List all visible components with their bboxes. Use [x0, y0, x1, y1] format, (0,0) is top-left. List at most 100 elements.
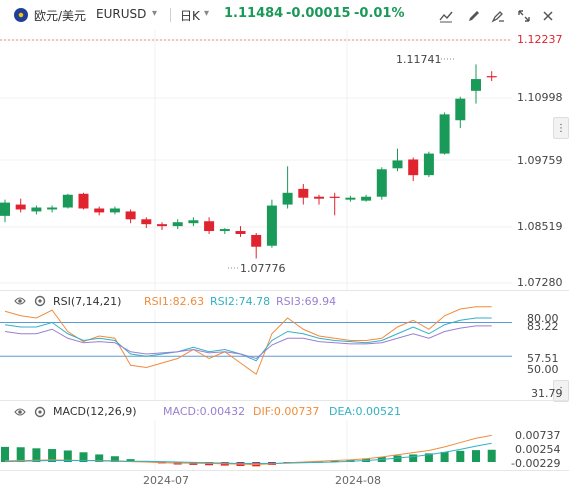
- candle-body: [172, 222, 183, 227]
- candle-body: [392, 160, 403, 169]
- header-divider: [170, 8, 171, 22]
- candle-body: [157, 224, 167, 227]
- rsi-panel-plot: [0, 306, 512, 376]
- fullscreen-icon[interactable]: [514, 6, 534, 26]
- draw-tool-icon[interactable]: [464, 6, 484, 26]
- candle-body: [329, 196, 340, 198]
- macd-axis-label: -0.00229: [511, 457, 561, 470]
- macd-bar: [424, 453, 433, 462]
- price-axis-label: 1.10998: [517, 91, 563, 104]
- candle-body: [376, 169, 387, 197]
- rsi-axis-label: 83.22: [527, 320, 559, 333]
- candle-body: [471, 79, 481, 91]
- candle-body: [439, 114, 450, 154]
- macd-panel-plot: [1, 434, 496, 467]
- candle-body: [266, 205, 277, 246]
- high-price-marker: 1.11741: [396, 53, 442, 66]
- candle-body: [486, 76, 497, 78]
- rsi3-line: [4, 325, 492, 360]
- rsi-axis-label: 31.79: [531, 387, 563, 400]
- chart-grid: [0, 30, 512, 470]
- macd-bar: [456, 450, 465, 462]
- candle-body: [314, 196, 324, 199]
- candle-body: [141, 219, 152, 225]
- settings-gear-icon[interactable]: [34, 295, 46, 307]
- candle-body: [408, 159, 419, 176]
- current-price: 1.11484: [224, 6, 284, 21]
- candle-body: [282, 192, 293, 205]
- candle-body: [94, 208, 105, 213]
- macd-bar: [110, 456, 119, 462]
- dif-value: DIF:0.00737: [253, 405, 320, 418]
- price-axis-label: 1.07280: [517, 276, 563, 289]
- close-icon[interactable]: [538, 6, 558, 26]
- candle-body: [15, 204, 26, 210]
- macd-title: MACD(12,26,9): [53, 405, 137, 418]
- price-axis-label: 1.08519: [517, 220, 563, 233]
- macd-bar: [95, 454, 104, 462]
- macd-bar: [472, 450, 480, 462]
- candle-body: [361, 196, 372, 201]
- macd-value: MACD:0.00432: [163, 405, 246, 418]
- macd-bar: [409, 454, 418, 462]
- candle-body: [219, 229, 230, 232]
- macd-axis-label: 0.00737: [515, 429, 561, 442]
- candle-body: [0, 202, 10, 216]
- macd-bar: [346, 459, 355, 462]
- period-dropdown-chevron-icon[interactable]: ▾: [204, 8, 210, 19]
- rsi1-line: [4, 306, 492, 376]
- rsi2-line: [4, 317, 492, 362]
- candlestick-series: [0, 58, 497, 269]
- macd-bar: [126, 459, 135, 462]
- price-axis-label: 1.09759: [517, 154, 563, 167]
- candle-body: [78, 193, 89, 209]
- candle-body: [47, 207, 58, 210]
- symbol-code[interactable]: EURUSD: [96, 7, 147, 21]
- candle-body: [251, 234, 262, 247]
- candle-body: [345, 197, 356, 200]
- macd-bar: [393, 455, 402, 462]
- macd-bar: [440, 451, 449, 462]
- candle-body: [31, 207, 42, 212]
- rsi-axis-label: 50.00: [527, 363, 559, 376]
- indicator-icon[interactable]: [436, 6, 456, 26]
- rsi-axis-label: 57.51: [527, 352, 559, 365]
- eye-icon[interactable]: [14, 295, 26, 307]
- rsi1-value: RSI1:82.63: [144, 295, 205, 308]
- eu-us-flag-icon: [14, 8, 28, 22]
- dea-value: DEA:0.00521: [329, 405, 401, 418]
- eye-icon[interactable]: [14, 406, 26, 418]
- candle-body: [109, 208, 120, 213]
- macd-axis-label: 0.00254: [515, 443, 561, 456]
- settings-gear-icon[interactable]: [34, 406, 46, 418]
- macd-bar: [79, 452, 88, 462]
- candle-body: [62, 194, 73, 208]
- panel-divider: [0, 400, 569, 401]
- symbol-dropdown-chevron-icon[interactable]: ▾: [152, 8, 158, 19]
- candle-body: [455, 98, 466, 121]
- x-axis-label: 2024-08: [335, 474, 381, 487]
- rsi2-value: RSI2:74.78: [210, 295, 271, 308]
- last-price-axis-label: 1.12237: [517, 33, 563, 46]
- dea-line: [4, 442, 492, 464]
- candle-body: [423, 153, 434, 176]
- rsi3-value: RSI3:69.94: [276, 295, 337, 308]
- collapse-panel-icon[interactable]: ⋮: [553, 380, 569, 402]
- symbol-name[interactable]: 欧元/美元: [34, 9, 87, 23]
- period-selector[interactable]: 日K: [180, 9, 200, 23]
- drawing-list-icon[interactable]: [488, 6, 508, 26]
- panel-divider: [0, 470, 569, 471]
- candle-body: [188, 220, 199, 224]
- x-axis-label: 2024-07: [143, 474, 189, 487]
- low-price-marker: 1.07776: [240, 262, 286, 275]
- macd-bar: [48, 449, 57, 462]
- candle-body: [204, 221, 215, 232]
- panel-divider: [0, 290, 569, 291]
- candle-body: [298, 188, 309, 198]
- macd-bar: [16, 447, 25, 462]
- macd-bar: [63, 450, 72, 462]
- macd-bar: [487, 449, 496, 462]
- price-change: -0.00015: [286, 6, 351, 21]
- candle-body: [125, 211, 136, 220]
